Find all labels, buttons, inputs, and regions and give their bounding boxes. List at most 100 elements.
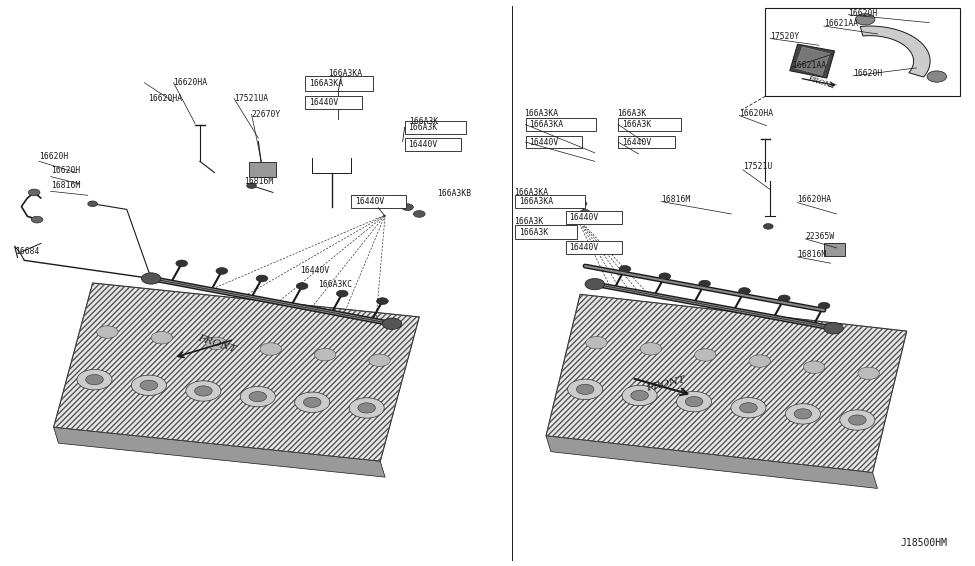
Circle shape bbox=[303, 397, 321, 408]
Circle shape bbox=[86, 375, 103, 385]
Bar bbox=[515, 195, 585, 208]
Text: 16440V: 16440V bbox=[309, 98, 338, 107]
Circle shape bbox=[622, 385, 657, 406]
Polygon shape bbox=[54, 283, 419, 461]
Circle shape bbox=[818, 302, 830, 309]
Circle shape bbox=[186, 381, 221, 401]
Text: 16816M: 16816M bbox=[244, 177, 273, 186]
Circle shape bbox=[694, 349, 716, 361]
Text: 166A3K: 166A3K bbox=[409, 123, 438, 132]
Bar bbox=[405, 121, 466, 134]
Circle shape bbox=[848, 415, 866, 425]
Circle shape bbox=[151, 332, 173, 344]
Circle shape bbox=[927, 71, 947, 82]
Bar bbox=[618, 136, 675, 148]
Circle shape bbox=[641, 342, 662, 355]
Text: 16440V: 16440V bbox=[569, 213, 599, 222]
Circle shape bbox=[685, 397, 703, 407]
Circle shape bbox=[631, 391, 648, 401]
Circle shape bbox=[580, 209, 590, 215]
Circle shape bbox=[247, 183, 256, 188]
Bar bbox=[824, 243, 845, 256]
Text: 16620H: 16620H bbox=[853, 69, 882, 78]
Circle shape bbox=[260, 343, 282, 355]
Text: FRONT: FRONT bbox=[196, 333, 237, 354]
Circle shape bbox=[176, 260, 187, 267]
Circle shape bbox=[206, 337, 227, 350]
Bar bbox=[765, 8, 960, 96]
Circle shape bbox=[77, 370, 112, 390]
Circle shape bbox=[576, 384, 594, 395]
Circle shape bbox=[358, 403, 375, 413]
Text: 16816M: 16816M bbox=[51, 181, 80, 190]
Circle shape bbox=[97, 326, 118, 338]
Text: 166A3K: 166A3K bbox=[617, 109, 646, 118]
Polygon shape bbox=[546, 294, 907, 473]
Text: J18500HM: J18500HM bbox=[901, 538, 948, 548]
Text: 16440V: 16440V bbox=[355, 197, 384, 206]
Text: 166A3K: 166A3K bbox=[410, 117, 439, 126]
Bar bbox=[305, 76, 373, 91]
Circle shape bbox=[855, 14, 875, 25]
Circle shape bbox=[296, 282, 308, 289]
Text: 16620HA: 16620HA bbox=[798, 195, 832, 204]
Bar bbox=[249, 162, 276, 177]
Bar bbox=[305, 96, 362, 109]
Circle shape bbox=[141, 273, 161, 284]
Bar bbox=[526, 136, 582, 148]
Text: 16440V: 16440V bbox=[622, 138, 651, 147]
Polygon shape bbox=[54, 427, 385, 477]
Text: 166A3KA: 166A3KA bbox=[519, 197, 553, 206]
Text: 16440V: 16440V bbox=[529, 138, 559, 147]
Text: 17521UA: 17521UA bbox=[234, 94, 268, 103]
Text: 16440V: 16440V bbox=[409, 140, 438, 149]
Circle shape bbox=[740, 402, 758, 413]
Circle shape bbox=[577, 201, 587, 207]
Text: 166A3KA: 166A3KA bbox=[525, 109, 559, 118]
Circle shape bbox=[824, 323, 843, 334]
Text: 166A3KA: 166A3KA bbox=[309, 79, 343, 88]
Circle shape bbox=[31, 216, 43, 223]
Text: 166A3K: 166A3K bbox=[514, 217, 543, 226]
Circle shape bbox=[749, 355, 770, 367]
Bar bbox=[566, 241, 622, 254]
Text: 22365W: 22365W bbox=[805, 232, 835, 241]
Circle shape bbox=[389, 196, 401, 203]
Circle shape bbox=[140, 380, 158, 391]
Bar bbox=[515, 225, 577, 239]
Text: 166A3KC: 166A3KC bbox=[318, 280, 352, 289]
Bar bbox=[351, 195, 406, 208]
Bar bbox=[526, 118, 596, 131]
Polygon shape bbox=[790, 44, 835, 78]
Text: 22670Y: 22670Y bbox=[252, 110, 281, 119]
Circle shape bbox=[216, 268, 228, 275]
Text: 166A3KA: 166A3KA bbox=[514, 188, 548, 197]
Text: 166A3KA: 166A3KA bbox=[328, 69, 362, 78]
Circle shape bbox=[619, 265, 631, 272]
Text: 16684: 16684 bbox=[15, 247, 39, 256]
Circle shape bbox=[567, 379, 603, 400]
Text: 16440V: 16440V bbox=[300, 266, 330, 275]
Bar bbox=[618, 118, 681, 131]
Circle shape bbox=[240, 387, 275, 407]
Circle shape bbox=[794, 409, 811, 419]
Circle shape bbox=[778, 295, 790, 302]
Circle shape bbox=[699, 280, 711, 287]
Bar bbox=[405, 138, 461, 151]
Text: 166A3KA: 166A3KA bbox=[529, 120, 564, 129]
Circle shape bbox=[294, 392, 330, 413]
Text: 16620HA: 16620HA bbox=[174, 78, 208, 87]
Text: FRONT: FRONT bbox=[645, 375, 686, 393]
Circle shape bbox=[132, 375, 167, 396]
Text: 16620HA: 16620HA bbox=[739, 109, 773, 118]
Circle shape bbox=[28, 189, 40, 196]
Circle shape bbox=[314, 349, 335, 361]
Polygon shape bbox=[795, 47, 830, 75]
Text: 16440V: 16440V bbox=[569, 243, 599, 252]
Text: 16620H: 16620H bbox=[39, 152, 68, 161]
Text: 16621AA: 16621AA bbox=[792, 61, 826, 70]
Circle shape bbox=[382, 318, 402, 329]
Circle shape bbox=[88, 201, 98, 207]
Text: 16816M: 16816M bbox=[798, 250, 827, 259]
Circle shape bbox=[731, 397, 766, 418]
